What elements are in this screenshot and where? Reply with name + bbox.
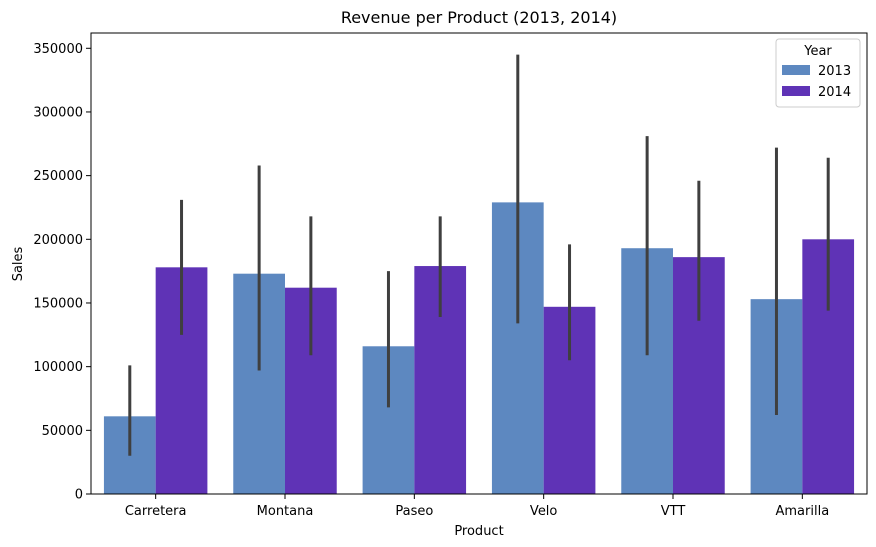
y-tick-label-5: 250000 — [33, 169, 83, 184]
y-tick-label-4: 200000 — [33, 233, 83, 248]
x-tick-label-1: Montana — [253, 504, 318, 519]
chart-title: Revenue per Product (2013, 2014) — [341, 8, 617, 27]
legend-label-2014: 2014 — [818, 85, 851, 100]
x-tick-label-2: Paseo — [391, 504, 437, 519]
legend-swatch-2014 — [782, 86, 810, 96]
y-axis-label: Sales — [11, 246, 26, 281]
x-tick-label-5: Amarilla — [771, 504, 833, 519]
y-tick-label-3: 150000 — [33, 296, 83, 311]
legend-title: Year — [803, 44, 832, 59]
x-tick-label-4: VTT — [657, 504, 690, 519]
y-tick-label-7: 350000 — [33, 42, 83, 57]
legend: Year 2013 2014 — [775, 38, 861, 108]
plot-area: 0 50000 100000 150000 200000 250000 300000 3500… — [33, 32, 868, 519]
x-axis-label: Product — [454, 524, 503, 539]
y-tick-label-1: 50000 — [42, 424, 83, 439]
y-tick-label-0: 0 — [75, 488, 83, 503]
x-tick-label-0: Carretera — [121, 504, 191, 519]
y-tick-label-2: 100000 — [33, 360, 83, 375]
axes-frame — [90, 32, 868, 495]
legend-label-2013: 2013 — [818, 64, 851, 79]
legend-swatch-2013 — [782, 65, 810, 75]
x-tick-label-3: Velo — [526, 504, 562, 519]
y-tick-label-6: 300000 — [33, 105, 83, 120]
